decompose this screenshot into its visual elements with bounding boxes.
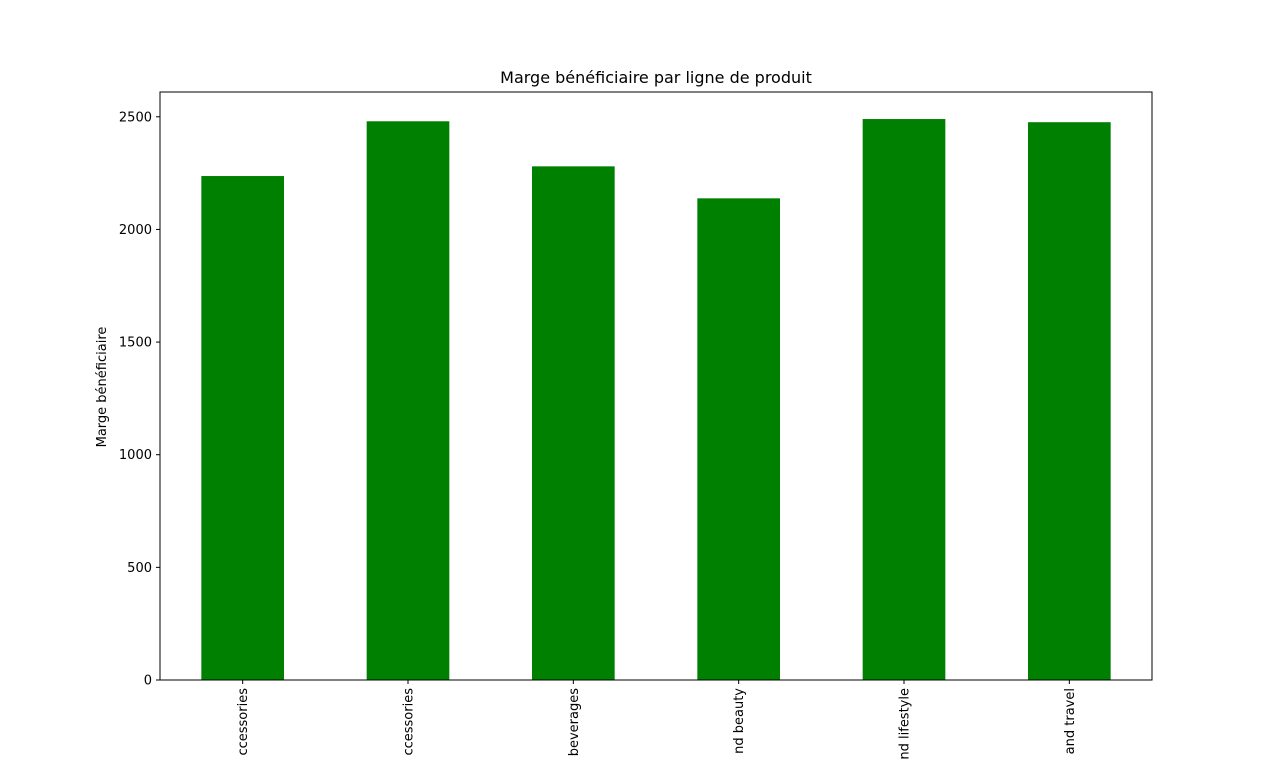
x-axis-ticks: ccessories ccessories beverages nd beauty nd…	[236, 680, 1078, 760]
y-tick-label-1: 500	[127, 561, 152, 576]
y-axis-ticks: 0 500 1000 1500 2000 2500	[119, 110, 160, 689]
bar-2	[532, 166, 615, 680]
x-tick-label-1: ccessories	[402, 688, 417, 756]
bars-group	[201, 119, 1111, 681]
x-tick-label-5: and travel	[1063, 688, 1078, 754]
x-tick-label-3: nd beauty	[732, 688, 747, 754]
y-tick-label-0: 0	[144, 674, 152, 689]
plot-frame	[159, 91, 1153, 681]
y-tick-label-2: 1000	[119, 448, 152, 463]
y-axis-label: Marge bénéficiaire	[95, 327, 110, 448]
chart-title: Marge bénéficiaire par ligne de produit	[500, 68, 812, 87]
bar-4	[862, 119, 946, 680]
bar-3	[697, 198, 780, 680]
y-tick-label-4: 2000	[119, 223, 152, 238]
bar-5	[1028, 122, 1111, 681]
y-tick-label-5: 2500	[119, 110, 152, 125]
x-tick-label-4: nd lifestyle	[898, 688, 913, 760]
bar-1	[366, 121, 450, 680]
bar-0	[201, 176, 284, 681]
x-tick-label-0: ccessories	[236, 688, 251, 756]
y-tick-label-3: 1500	[119, 336, 152, 351]
x-tick-label-2: beverages	[567, 688, 582, 757]
